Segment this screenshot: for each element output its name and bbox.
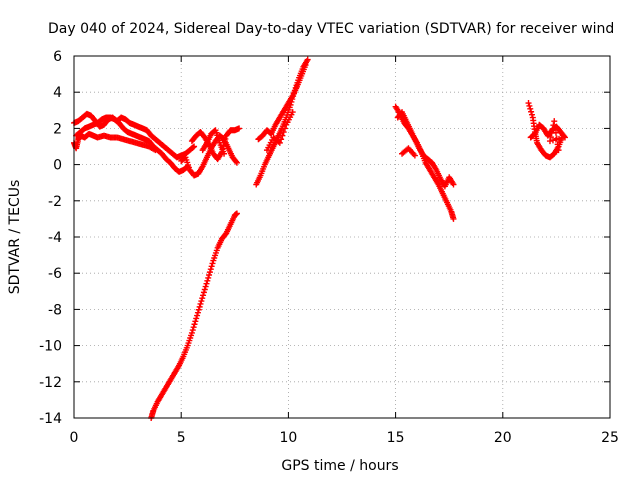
- data-point: [552, 129, 559, 136]
- data-point: [527, 105, 534, 112]
- x-tick-label: 25: [601, 430, 619, 446]
- series-satellite-track-7: [392, 103, 457, 222]
- data-point: [222, 135, 229, 142]
- y-tick-label: -4: [48, 230, 62, 246]
- data-point: [202, 283, 209, 290]
- data-point: [553, 135, 560, 142]
- data-point: [194, 309, 201, 316]
- data-point: [209, 260, 216, 267]
- data-point: [528, 111, 535, 118]
- data-point: [450, 215, 457, 222]
- data-point: [280, 129, 287, 136]
- axis-ticks: [73, 55, 611, 419]
- y-tick-label: -10: [39, 339, 62, 355]
- data-point: [199, 295, 206, 302]
- series-satellite-track-1: [71, 110, 198, 161]
- chart-title: Day 040 of 2024, Sidereal Day-to-day VTE…: [48, 21, 614, 37]
- series-satellite-track-6: [253, 56, 311, 188]
- series-satellite-track-4: [178, 125, 243, 179]
- y-tick-label: -12: [39, 375, 62, 391]
- data-point: [546, 138, 553, 145]
- data-point: [190, 324, 197, 331]
- data-point: [198, 298, 205, 305]
- data-point: [195, 306, 202, 313]
- data-point: [549, 137, 556, 144]
- series-satellite-track-8: [525, 100, 568, 161]
- y-tick-label: -6: [48, 266, 62, 282]
- data-point: [547, 134, 554, 141]
- data-point: [203, 280, 210, 287]
- data-point: [193, 315, 200, 322]
- x-tick-label: 15: [387, 430, 405, 446]
- data-point: [201, 286, 208, 293]
- data-point: [208, 263, 215, 270]
- data-point: [200, 289, 207, 296]
- data-point: [233, 158, 240, 165]
- data-point: [278, 136, 285, 143]
- data-point: [276, 139, 283, 146]
- y-tick-label: -14: [39, 411, 62, 427]
- data-point: [204, 277, 211, 284]
- data-point: [205, 274, 212, 281]
- data-point: [221, 150, 228, 157]
- data-point: [206, 269, 213, 276]
- data-point: [233, 159, 240, 166]
- data-point: [151, 146, 158, 153]
- data-point: [554, 141, 561, 148]
- y-tick-label: 6: [53, 49, 62, 65]
- data-points: [71, 56, 568, 421]
- y-axis-label: SDTVAR / TECUs: [7, 180, 23, 295]
- data-point: [200, 292, 207, 299]
- x-tick-label: 20: [494, 430, 512, 446]
- data-point: [281, 125, 288, 132]
- data-point: [450, 181, 457, 188]
- data-point: [561, 134, 568, 141]
- data-point: [206, 272, 213, 279]
- data-point: [525, 100, 532, 107]
- data-point: [555, 147, 562, 154]
- series-satellite-track-3: [71, 130, 159, 154]
- x-tick-label: 5: [177, 430, 186, 446]
- x-tick-label: 0: [70, 430, 79, 446]
- data-point: [191, 143, 198, 150]
- data-point: [189, 327, 196, 334]
- data-point: [194, 312, 201, 319]
- grid-lines: [74, 56, 610, 418]
- series-satellite-track-5: [148, 210, 240, 421]
- data-point: [551, 118, 558, 125]
- data-point: [528, 108, 535, 115]
- data-point: [552, 136, 559, 143]
- data-point: [191, 321, 198, 328]
- data-point: [207, 266, 214, 273]
- y-tick-label: -8: [48, 302, 62, 318]
- data-point: [196, 303, 203, 310]
- data-point: [289, 109, 296, 116]
- data-point: [152, 147, 159, 154]
- y-tick-labels: -14 -12 -10 -8 -6 -4 -2 0 2 4 6: [39, 49, 62, 427]
- data-point: [411, 152, 418, 159]
- x-axis-label: GPS time / hours: [281, 458, 398, 474]
- data-point: [233, 210, 240, 217]
- data-point: [188, 329, 195, 336]
- x-tick-labels: 0 5 10 15 20 25: [70, 430, 619, 446]
- data-point: [558, 135, 565, 142]
- data-point: [526, 102, 533, 109]
- data-point: [552, 123, 559, 130]
- x-tick-label: 10: [279, 430, 297, 446]
- data-point: [190, 144, 197, 151]
- data-point: [197, 300, 204, 307]
- data-point: [279, 132, 286, 139]
- data-point: [302, 62, 309, 69]
- y-tick-label: -2: [48, 194, 62, 210]
- data-point: [221, 139, 228, 146]
- data-point: [304, 56, 311, 63]
- y-tick-label: 2: [53, 121, 62, 137]
- data-point: [192, 318, 199, 325]
- data-point: [236, 125, 243, 132]
- y-tick-label: 0: [53, 158, 62, 174]
- y-tick-label: 4: [53, 85, 62, 101]
